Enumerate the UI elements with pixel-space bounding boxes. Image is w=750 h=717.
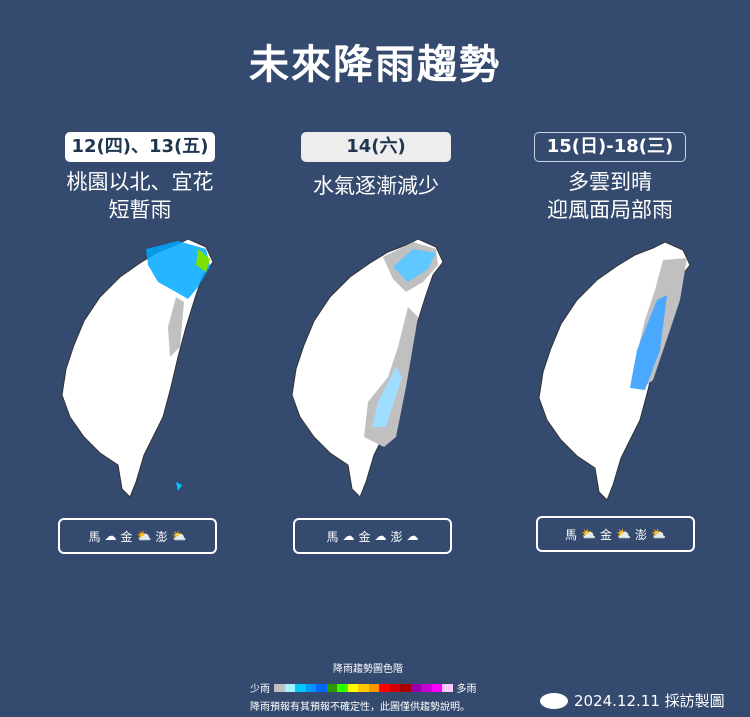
legend-swatch — [295, 683, 306, 692]
legend-swatch — [431, 683, 442, 692]
rain-area — [196, 249, 210, 272]
island-label: 馬 — [565, 527, 578, 542]
legend-swatch — [368, 683, 379, 692]
cloud-icon: ☁ — [406, 529, 419, 543]
description-line: 多雲到晴 — [568, 170, 652, 194]
legend-swatch — [400, 683, 411, 692]
legend-swatch — [410, 683, 421, 692]
island-label: 金 — [600, 527, 613, 542]
date-badge: 15(日)-18(三) — [534, 132, 686, 162]
legend-swatch — [284, 683, 295, 692]
legend-high: 多雨 — [456, 684, 477, 695]
island-label: 澎 — [390, 529, 403, 544]
legend-swatch — [421, 683, 432, 692]
rain-area — [146, 241, 210, 299]
legend-swatch — [358, 683, 369, 692]
legend-swatch — [389, 683, 400, 692]
description-line: 迎風面局部雨 — [547, 198, 673, 222]
legend-swatch — [347, 683, 358, 692]
color-legend: 降雨趨勢圖色階 少雨 多雨 降雨預報有其預報不確定性，此圖僅供趨勢說明。 — [250, 660, 477, 713]
taiwan-map-1 — [61, 238, 214, 498]
sun-behind-cloud-icon: ⛅ — [171, 529, 187, 543]
rain-area — [168, 297, 184, 357]
credit-text: 2024.12.11 採訪製圖 — [574, 692, 725, 710]
taiwan-map-2 — [291, 238, 444, 498]
outlying-islands-3: 馬 ⛅ 金 ⛅ 澎 ⛅ — [536, 516, 695, 552]
island-label: 澎 — [634, 527, 647, 542]
outlying-islands-2: 馬 ☁ 金 ☁ 澎 ☁ — [293, 518, 452, 554]
description-line: 桃園以北、宜花 — [66, 170, 214, 194]
panel-3: 15(日)-18(三) 多雲到晴 迎風面局部雨 — [510, 132, 710, 224]
cloud-icon: ☁ — [342, 529, 355, 543]
rain-area — [630, 295, 667, 390]
legend-swatch — [326, 683, 337, 692]
island-label: 馬 — [88, 529, 101, 544]
legend-scale — [274, 683, 453, 692]
cloud-icon: ☁ — [104, 529, 117, 543]
legend-note: 降雨預報有其預報不確定性，此圖僅供趨勢說明。 — [250, 702, 470, 713]
island-label: 金 — [120, 529, 133, 544]
rain-area — [393, 249, 436, 282]
sun-behind-cloud-icon: ⛅ — [651, 527, 666, 541]
island-label: 馬 — [326, 529, 339, 544]
page-title: 未來降雨趨勢 — [249, 42, 501, 88]
island-label: 澎 — [155, 529, 168, 544]
cloud-icon: ☁ — [374, 529, 387, 543]
legend-swatch — [337, 683, 348, 692]
legend-swatch — [442, 683, 453, 692]
taiwan-map-3 — [538, 241, 691, 501]
sun-behind-cloud-icon: ⛅ — [136, 529, 152, 543]
cwa-logo-icon — [540, 692, 568, 709]
legend-swatch — [316, 683, 327, 692]
credit: 2024.12.11 採訪製圖 — [540, 690, 725, 711]
legend-swatch — [305, 683, 316, 692]
date-badge: 12(四)、13(五) — [65, 132, 215, 162]
panel-2: 14(六) 水氣逐漸減少 — [276, 132, 476, 200]
description-line: 短暫雨 — [108, 198, 172, 222]
outlying-islands-1: 馬 ☁ 金 ⛅ 澎 ⛅ — [58, 518, 217, 554]
legend-title: 降雨趨勢圖色階 — [333, 664, 403, 675]
sun-behind-cloud-icon: ⛅ — [616, 527, 631, 541]
rain-area — [372, 367, 402, 427]
legend-swatch — [274, 683, 285, 692]
legend-low: 少雨 — [250, 684, 270, 695]
panel-1: 12(四)、13(五) 桃園以北、宜花 短暫雨 — [40, 132, 240, 224]
sun-behind-cloud-icon: ⛅ — [581, 527, 597, 541]
island — [176, 482, 182, 491]
date-badge: 14(六) — [301, 132, 451, 162]
legend-swatch — [379, 683, 390, 692]
island-label: 金 — [358, 529, 371, 544]
description-line: 水氣逐漸減少 — [313, 174, 439, 198]
